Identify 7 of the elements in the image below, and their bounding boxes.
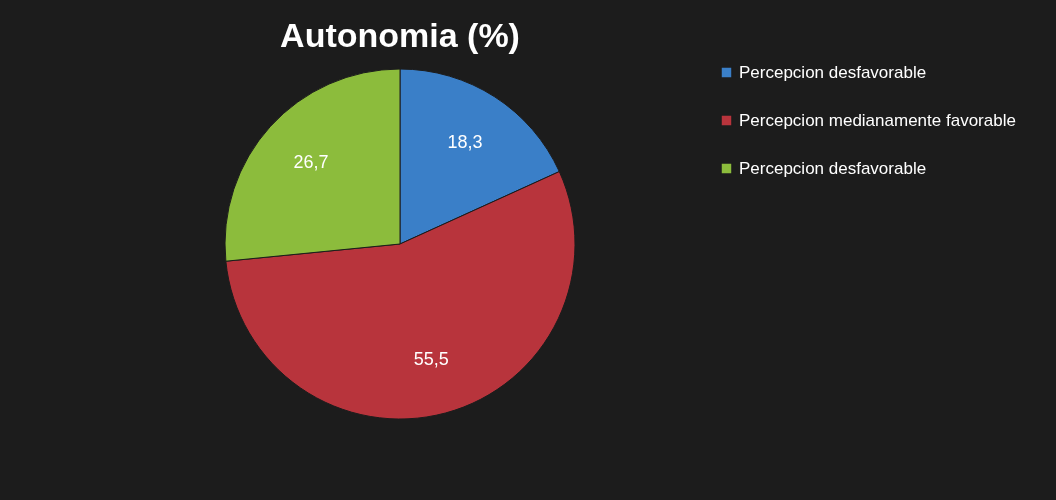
- data-label: 55,5: [413, 348, 449, 369]
- legend-label: Percepcion medianamente favorable: [739, 110, 1016, 130]
- legend-label: Percepcion desfavorable: [739, 158, 927, 178]
- data-label: 18,3: [447, 132, 483, 153]
- legend-label: Percepcion desfavorable: [739, 62, 927, 82]
- data-label: 26,7: [293, 152, 329, 173]
- chart-title: Autonomia (%): [280, 16, 520, 54]
